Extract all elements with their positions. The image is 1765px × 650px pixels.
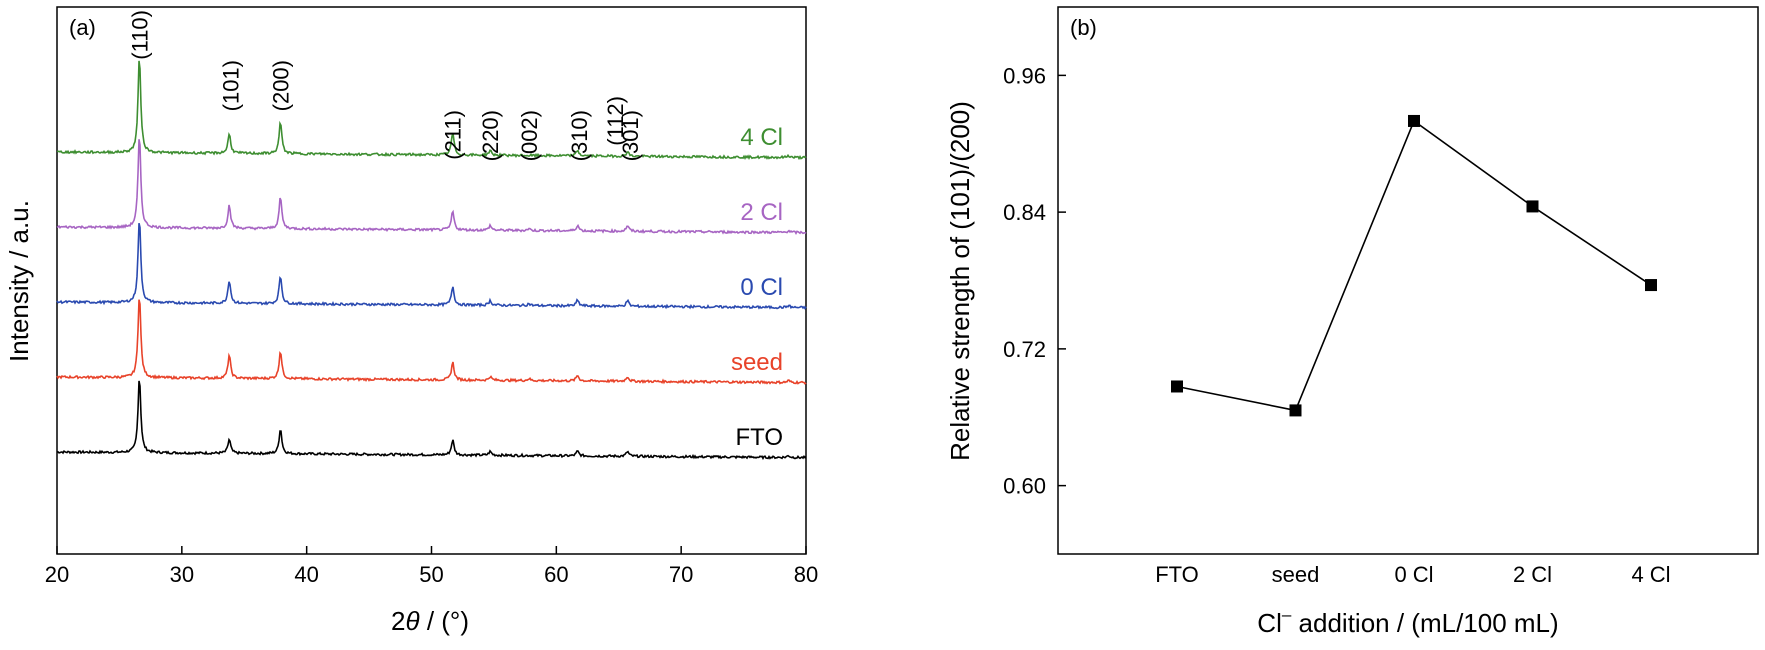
peak-label: (110) xyxy=(127,10,152,60)
panel-b-x-tick-label: 2 Cl xyxy=(1513,562,1552,587)
panel-a-frame xyxy=(56,6,807,555)
peak-label: (310) xyxy=(567,110,592,161)
panel-b-y-ticks: 0.60 0.72 0.84 0.96 xyxy=(1003,63,1066,499)
panel-a-x-tick-label: 50 xyxy=(419,562,443,587)
peak-label: (211) xyxy=(441,110,466,160)
trace-label-4-cl: 4 Cl xyxy=(740,124,783,151)
panel-b-y-tick-label: 0.96 xyxy=(1003,63,1046,88)
panel-b-x-tick-label: FTO xyxy=(1155,562,1199,587)
trace-label-0-cl: 0 Cl xyxy=(740,274,783,301)
panel-b-x-axis-label-sup: – xyxy=(1282,605,1292,624)
trace-label-seed: seed xyxy=(731,349,783,376)
panel-b-y-tick-label: 0.72 xyxy=(1003,337,1046,362)
ratio-marker-4-cl xyxy=(1645,279,1657,292)
panel-a-tag: (a) xyxy=(69,15,96,40)
panel-b: (b) 0.60 0.72 0.84 0.96 FTO seed 0 Cl 2 Cl 4 Cl… xyxy=(945,6,1759,638)
panel-a: (a) 20 30 40 50 60 70 80 (110)(101) (200)(211)(… xyxy=(4,6,818,636)
panel-b-x-ticks: FTO seed 0 Cl 2 Cl 4 Cl xyxy=(1155,562,1670,587)
xrd-trace-fto xyxy=(56,380,807,461)
peak-label: (002) xyxy=(517,110,542,161)
ratio-marker-0-cl xyxy=(1408,114,1420,127)
trace-label-fto: FTO xyxy=(735,424,783,451)
panel-a-x-tick-label: 30 xyxy=(170,562,194,587)
panel-b-y-axis-label: Relative strength of (101)/(200) xyxy=(945,101,975,461)
xrd-trace-0-cl xyxy=(56,223,807,311)
panel-a-x-tick-label: 70 xyxy=(669,562,693,587)
panel-a-x-ticks: 20 30 40 50 60 70 80 xyxy=(45,546,818,587)
panel-a-x-axis-label-unit: / (°) xyxy=(420,606,469,636)
peak-label: (220) xyxy=(478,110,503,161)
xrd-trace-4-cl xyxy=(56,60,807,161)
panel-a-x-tick-label: 20 xyxy=(45,562,69,587)
xrd-trace-2-cl xyxy=(56,139,807,236)
panel-a-x-axis-label-prefix: 2 xyxy=(391,606,405,636)
panel-a-y-axis-label: Intensity / a.u. xyxy=(4,200,34,362)
panel-b-x-axis-label-suffix: addition / (mL/100 mL) xyxy=(1291,608,1558,638)
peak-label: (301) xyxy=(618,110,643,161)
panel-a-peak-labels: (110) (101) (200) (211) (220) (002) (310) (112)… xyxy=(127,10,643,161)
peak-label: (101) xyxy=(219,60,244,111)
panel-b-y-tick-label: 0.84 xyxy=(1003,200,1046,225)
panel-b-x-tick-label: seed xyxy=(1272,562,1320,587)
panel-b-frame xyxy=(1057,6,1759,555)
panel-a-x-tick-label: 40 xyxy=(294,562,318,587)
ratio-marker-seed xyxy=(1289,404,1302,417)
panel-a-trace-labels: FTO seed 0 Cl 2 Cl 4 Cl xyxy=(731,124,783,451)
panel-a-x-axis-label-symbol: θ xyxy=(405,606,419,636)
panel-a-x-tick-label: 60 xyxy=(544,562,568,587)
panel-b-x-tick-label: 0 Cl xyxy=(1394,562,1433,587)
ratio-marker-2-cl xyxy=(1526,200,1539,213)
panel-b-x-axis-label: Cl– addition / (mL/100 mL) xyxy=(1257,605,1558,638)
ratio-marker-fto xyxy=(1171,380,1183,393)
panel-a-traces xyxy=(56,60,807,461)
xrd-trace-seed xyxy=(56,299,807,385)
panel-a-x-axis-label: 2θ / (°) xyxy=(391,606,469,636)
panel-b-x-tick-label: 4 Cl xyxy=(1631,562,1670,587)
panel-a-x-tick-label: 80 xyxy=(794,562,818,587)
panel-b-tag: (b) xyxy=(1070,15,1097,40)
trace-label-2-cl: 2 Cl xyxy=(740,199,783,226)
peak-label: (200) xyxy=(269,60,294,111)
panel-b-y-tick-label: 0.60 xyxy=(1003,474,1046,499)
panel-b-series xyxy=(1171,114,1657,417)
peak-label: (112) xyxy=(603,96,628,146)
panel-b-x-axis-label-prefix: Cl xyxy=(1257,608,1282,638)
ratio-line xyxy=(1176,119,1652,412)
